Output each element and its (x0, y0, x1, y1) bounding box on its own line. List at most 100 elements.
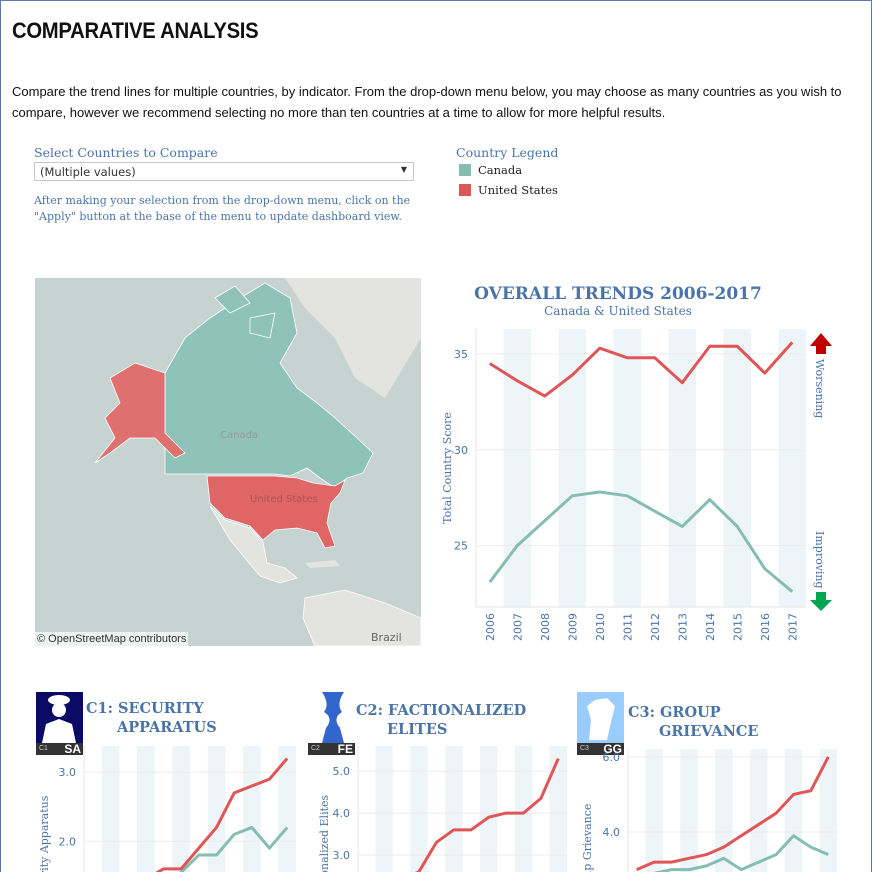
x-tick-label: 2015 (731, 613, 744, 641)
legend-title: Country Legend (456, 145, 559, 160)
greenland-land (285, 278, 421, 398)
y-tick-label: 4.0 (333, 807, 351, 820)
series-line-united-states (488, 341, 794, 398)
c1-title-line2: APPARATUS (117, 719, 217, 736)
series-line-canada (653, 834, 829, 872)
series-line-united-states (636, 756, 830, 871)
c2-title: C2: FACTIONALIZED ELITES (356, 701, 526, 739)
y-tick-label: 35 (454, 348, 468, 361)
country-select-dropdown[interactable]: (Multiple values) ▼ (34, 162, 414, 181)
y-tick-label: 3.0 (59, 766, 77, 779)
c3-title-line2: GRIEVANCE (659, 723, 759, 740)
year-band (819, 749, 837, 872)
x-tick-label: 2016 (759, 613, 772, 641)
year-band (243, 746, 261, 872)
dropdown-arrow-icon[interactable]: ▼ (400, 165, 407, 174)
series-line-united-states (155, 757, 289, 872)
c2-factionalized-elites-chart: 3.0 4.0 5.0 Factionalized Elites (318, 746, 567, 872)
raised-fist-icon: C3 GG (577, 692, 624, 755)
mexico-land (209, 505, 298, 584)
faces-silhouette-icon: C2 FE (308, 692, 355, 755)
overall-chart-title: OVERALL TRENDS 2006-2017 (474, 284, 762, 304)
y-tick-label: 3.0 (333, 849, 351, 862)
south-america-land (302, 589, 421, 646)
y-tick-label: 4.0 (603, 826, 621, 839)
series-line-canada (178, 825, 289, 872)
series-line-united-states (414, 757, 560, 872)
year-band (503, 329, 531, 607)
y-tick-label: 2.0 (59, 835, 77, 848)
intro-text: Compare the trend lines for multiple cou… (12, 84, 842, 120)
legend-label: Canada (478, 163, 523, 177)
legend-swatch-united-states (459, 184, 471, 196)
canada-islands (214, 285, 276, 339)
year-band (137, 746, 155, 872)
c3-title: C3: GROUP GRIEVANCE (628, 703, 759, 741)
x-tick-label: 2010 (594, 613, 607, 641)
c1-security-apparatus-chart: 2.0 3.0 Security Apparatus (38, 746, 296, 872)
year-band (479, 746, 498, 872)
year-band (613, 329, 641, 607)
caribbean-land (305, 560, 340, 568)
year-band (778, 329, 806, 607)
worsening-label: Worsening (813, 359, 826, 418)
overall-trends-chart: 25 30 35 Total Country Score 2006 2007 2008 200… (441, 329, 832, 641)
y-axis-title: Group Grievance (581, 804, 594, 872)
year-band (445, 746, 463, 872)
map-canvas[interactable]: Canada United States Brazil (35, 278, 421, 646)
year-band (680, 749, 698, 872)
map-label-united-states: United States (250, 494, 318, 505)
year-band (514, 746, 533, 872)
united-states-region[interactable] (206, 475, 346, 549)
x-tick-label: 2014 (704, 613, 717, 641)
c2-title-line2: ELITES (387, 721, 448, 738)
year-band (278, 746, 296, 872)
x-tick-label: 2007 (511, 613, 524, 641)
selection-instructions: After making your selection from the dro… (34, 194, 411, 223)
x-tick-label: 2013 (676, 613, 689, 641)
x-tick-label: 2006 (484, 613, 497, 641)
c1-title: C1: SECURITY APPARATUS (86, 699, 217, 737)
improving-label: Improving (813, 531, 826, 589)
series-line-canada (488, 490, 794, 593)
improving-arrow-icon (810, 592, 832, 611)
year-band (558, 329, 586, 607)
year-band (784, 749, 803, 872)
y-axis-title: Factionalized Elites (318, 794, 331, 872)
x-tick-label: 2008 (539, 613, 552, 641)
x-tick-label: 2017 (786, 613, 799, 641)
year-band (410, 746, 428, 872)
legend-swatch-canada (459, 164, 471, 176)
y-tick-label: 30 (454, 444, 468, 457)
year-band (715, 749, 733, 872)
legend-item-united-states[interactable]: United States (459, 183, 558, 197)
map-attribution[interactable]: © OpenStreetMap contributors (35, 632, 189, 646)
country-select-value: (Multiple values) (40, 165, 136, 179)
c3-title-line1: C3: GROUP (628, 704, 721, 721)
c3-group-grievance-chart: 4.0 6.0 Group Grievance (581, 749, 837, 872)
country-map[interactable]: Canada United States Brazil © OpenStreet… (35, 278, 421, 646)
x-tick-label: 2011 (621, 613, 634, 641)
year-band (549, 746, 567, 872)
legend-item-canada[interactable]: Canada (459, 163, 522, 177)
worsening-arrow-icon (810, 333, 832, 354)
overall-chart-subtitle: Canada & United States (544, 304, 692, 318)
page-title: COMPARATIVE ANALYSIS (12, 18, 259, 43)
year-band (101, 746, 120, 872)
canada-region[interactable] (164, 282, 374, 489)
y-tick-label: 25 (454, 540, 468, 553)
alaska-region[interactable] (94, 362, 186, 464)
x-tick-label: 2009 (566, 613, 579, 641)
country-select-label: Select Countries to Compare (34, 145, 218, 160)
year-band (375, 746, 393, 872)
year-band (749, 749, 768, 872)
police-officer-icon: C1 SA (36, 692, 83, 755)
year-band (207, 746, 226, 872)
legend-label: United States (478, 183, 558, 197)
y-axis-title: Total Country Score (441, 412, 454, 524)
y-axis-title: Security Apparatus (38, 795, 51, 872)
year-band (645, 749, 663, 872)
x-tick-label: 2012 (649, 613, 662, 641)
year-band (723, 329, 751, 607)
